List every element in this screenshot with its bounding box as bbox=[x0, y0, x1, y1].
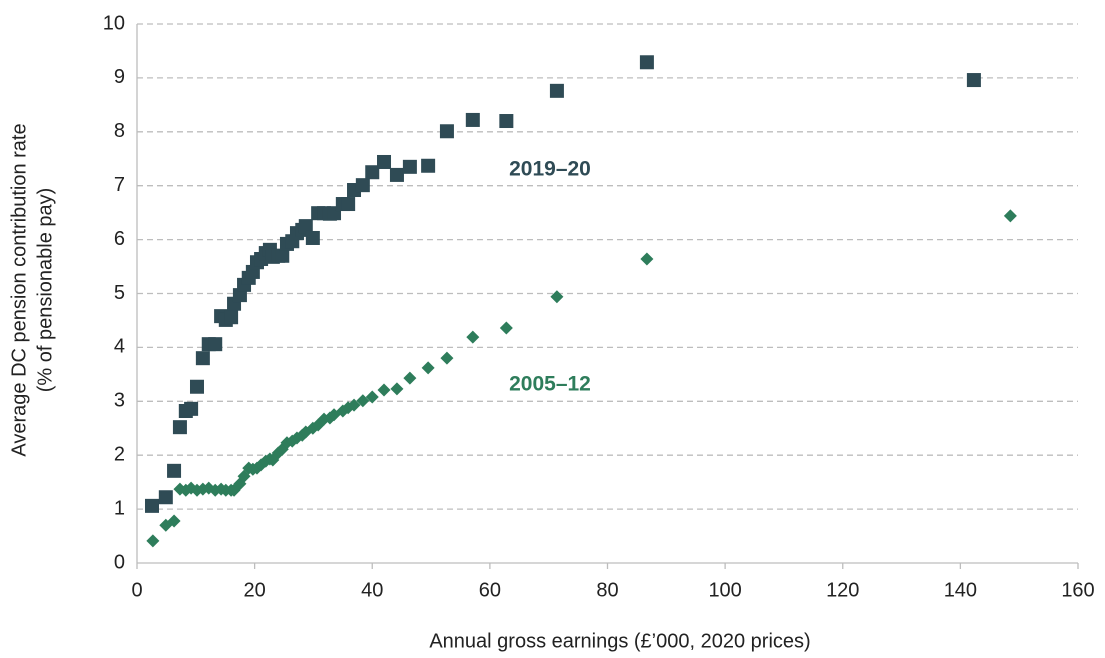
y-tick-label: 7 bbox=[114, 174, 125, 196]
y-tick-label: 0 bbox=[114, 551, 125, 573]
square-marker bbox=[499, 114, 514, 129]
diamond-marker bbox=[146, 534, 160, 548]
x-tick-label: 100 bbox=[708, 579, 741, 601]
y-tick-label: 1 bbox=[114, 497, 125, 519]
y-tick-label: 8 bbox=[114, 120, 125, 142]
diamond-marker bbox=[640, 252, 654, 266]
square-marker bbox=[549, 83, 564, 98]
diamond-marker bbox=[167, 514, 181, 528]
square-marker bbox=[184, 401, 199, 416]
square-marker bbox=[355, 178, 370, 193]
y-tick-label: 9 bbox=[114, 66, 125, 88]
square-marker bbox=[365, 165, 380, 180]
y-axis-label: Average DC pension contribution rate bbox=[8, 123, 30, 456]
square-marker bbox=[208, 337, 223, 352]
diamond-marker bbox=[390, 382, 404, 396]
x-tick-label: 140 bbox=[944, 579, 977, 601]
diamond-marker bbox=[421, 361, 435, 375]
square-marker bbox=[172, 420, 187, 435]
y-tick-label: 5 bbox=[114, 282, 125, 304]
square-marker bbox=[377, 154, 392, 169]
diamond-marker bbox=[550, 290, 564, 304]
x-tick-label: 0 bbox=[131, 579, 142, 601]
square-marker bbox=[341, 197, 356, 212]
diamond-marker bbox=[440, 351, 454, 365]
diamond-marker bbox=[356, 394, 370, 408]
square-marker bbox=[224, 310, 239, 325]
diamond-marker bbox=[1003, 209, 1017, 223]
square-marker bbox=[305, 230, 320, 245]
y-tick-label: 4 bbox=[114, 336, 125, 358]
square-marker bbox=[144, 498, 159, 513]
x-tick-label: 160 bbox=[1061, 579, 1094, 601]
x-tick-label: 40 bbox=[361, 579, 383, 601]
x-axis-label: Annual gross earnings (£’000, 2020 price… bbox=[429, 630, 810, 652]
y-tick-label: 3 bbox=[114, 390, 125, 412]
x-tick-label: 60 bbox=[479, 579, 501, 601]
square-marker bbox=[439, 124, 454, 139]
y-axis-label: (% of pensionable pay) bbox=[34, 188, 56, 393]
diamond-marker bbox=[377, 383, 391, 397]
square-marker bbox=[275, 248, 290, 263]
square-marker bbox=[195, 351, 210, 366]
square-marker bbox=[389, 167, 404, 182]
square-marker bbox=[167, 463, 182, 478]
diamond-marker bbox=[403, 371, 417, 385]
x-tick-label: 20 bbox=[244, 579, 266, 601]
square-marker bbox=[158, 490, 173, 505]
series-annotation: 2005–12 bbox=[509, 373, 591, 396]
square-marker bbox=[298, 219, 313, 234]
diamond-marker bbox=[466, 330, 480, 344]
square-marker bbox=[966, 73, 981, 88]
y-tick-label: 2 bbox=[114, 443, 125, 465]
y-tick-label: 10 bbox=[103, 12, 125, 34]
series-annotation: 2019–20 bbox=[509, 158, 591, 181]
square-marker bbox=[465, 112, 480, 127]
diamond-marker bbox=[365, 390, 379, 404]
square-marker bbox=[639, 55, 654, 70]
diamond-marker bbox=[499, 321, 513, 335]
square-marker bbox=[421, 158, 436, 173]
square-marker bbox=[189, 379, 204, 394]
diamond-marker bbox=[347, 398, 361, 412]
square-marker bbox=[402, 159, 417, 174]
y-tick-label: 6 bbox=[114, 228, 125, 250]
x-tick-label: 80 bbox=[596, 579, 618, 601]
x-tick-label: 120 bbox=[826, 579, 859, 601]
